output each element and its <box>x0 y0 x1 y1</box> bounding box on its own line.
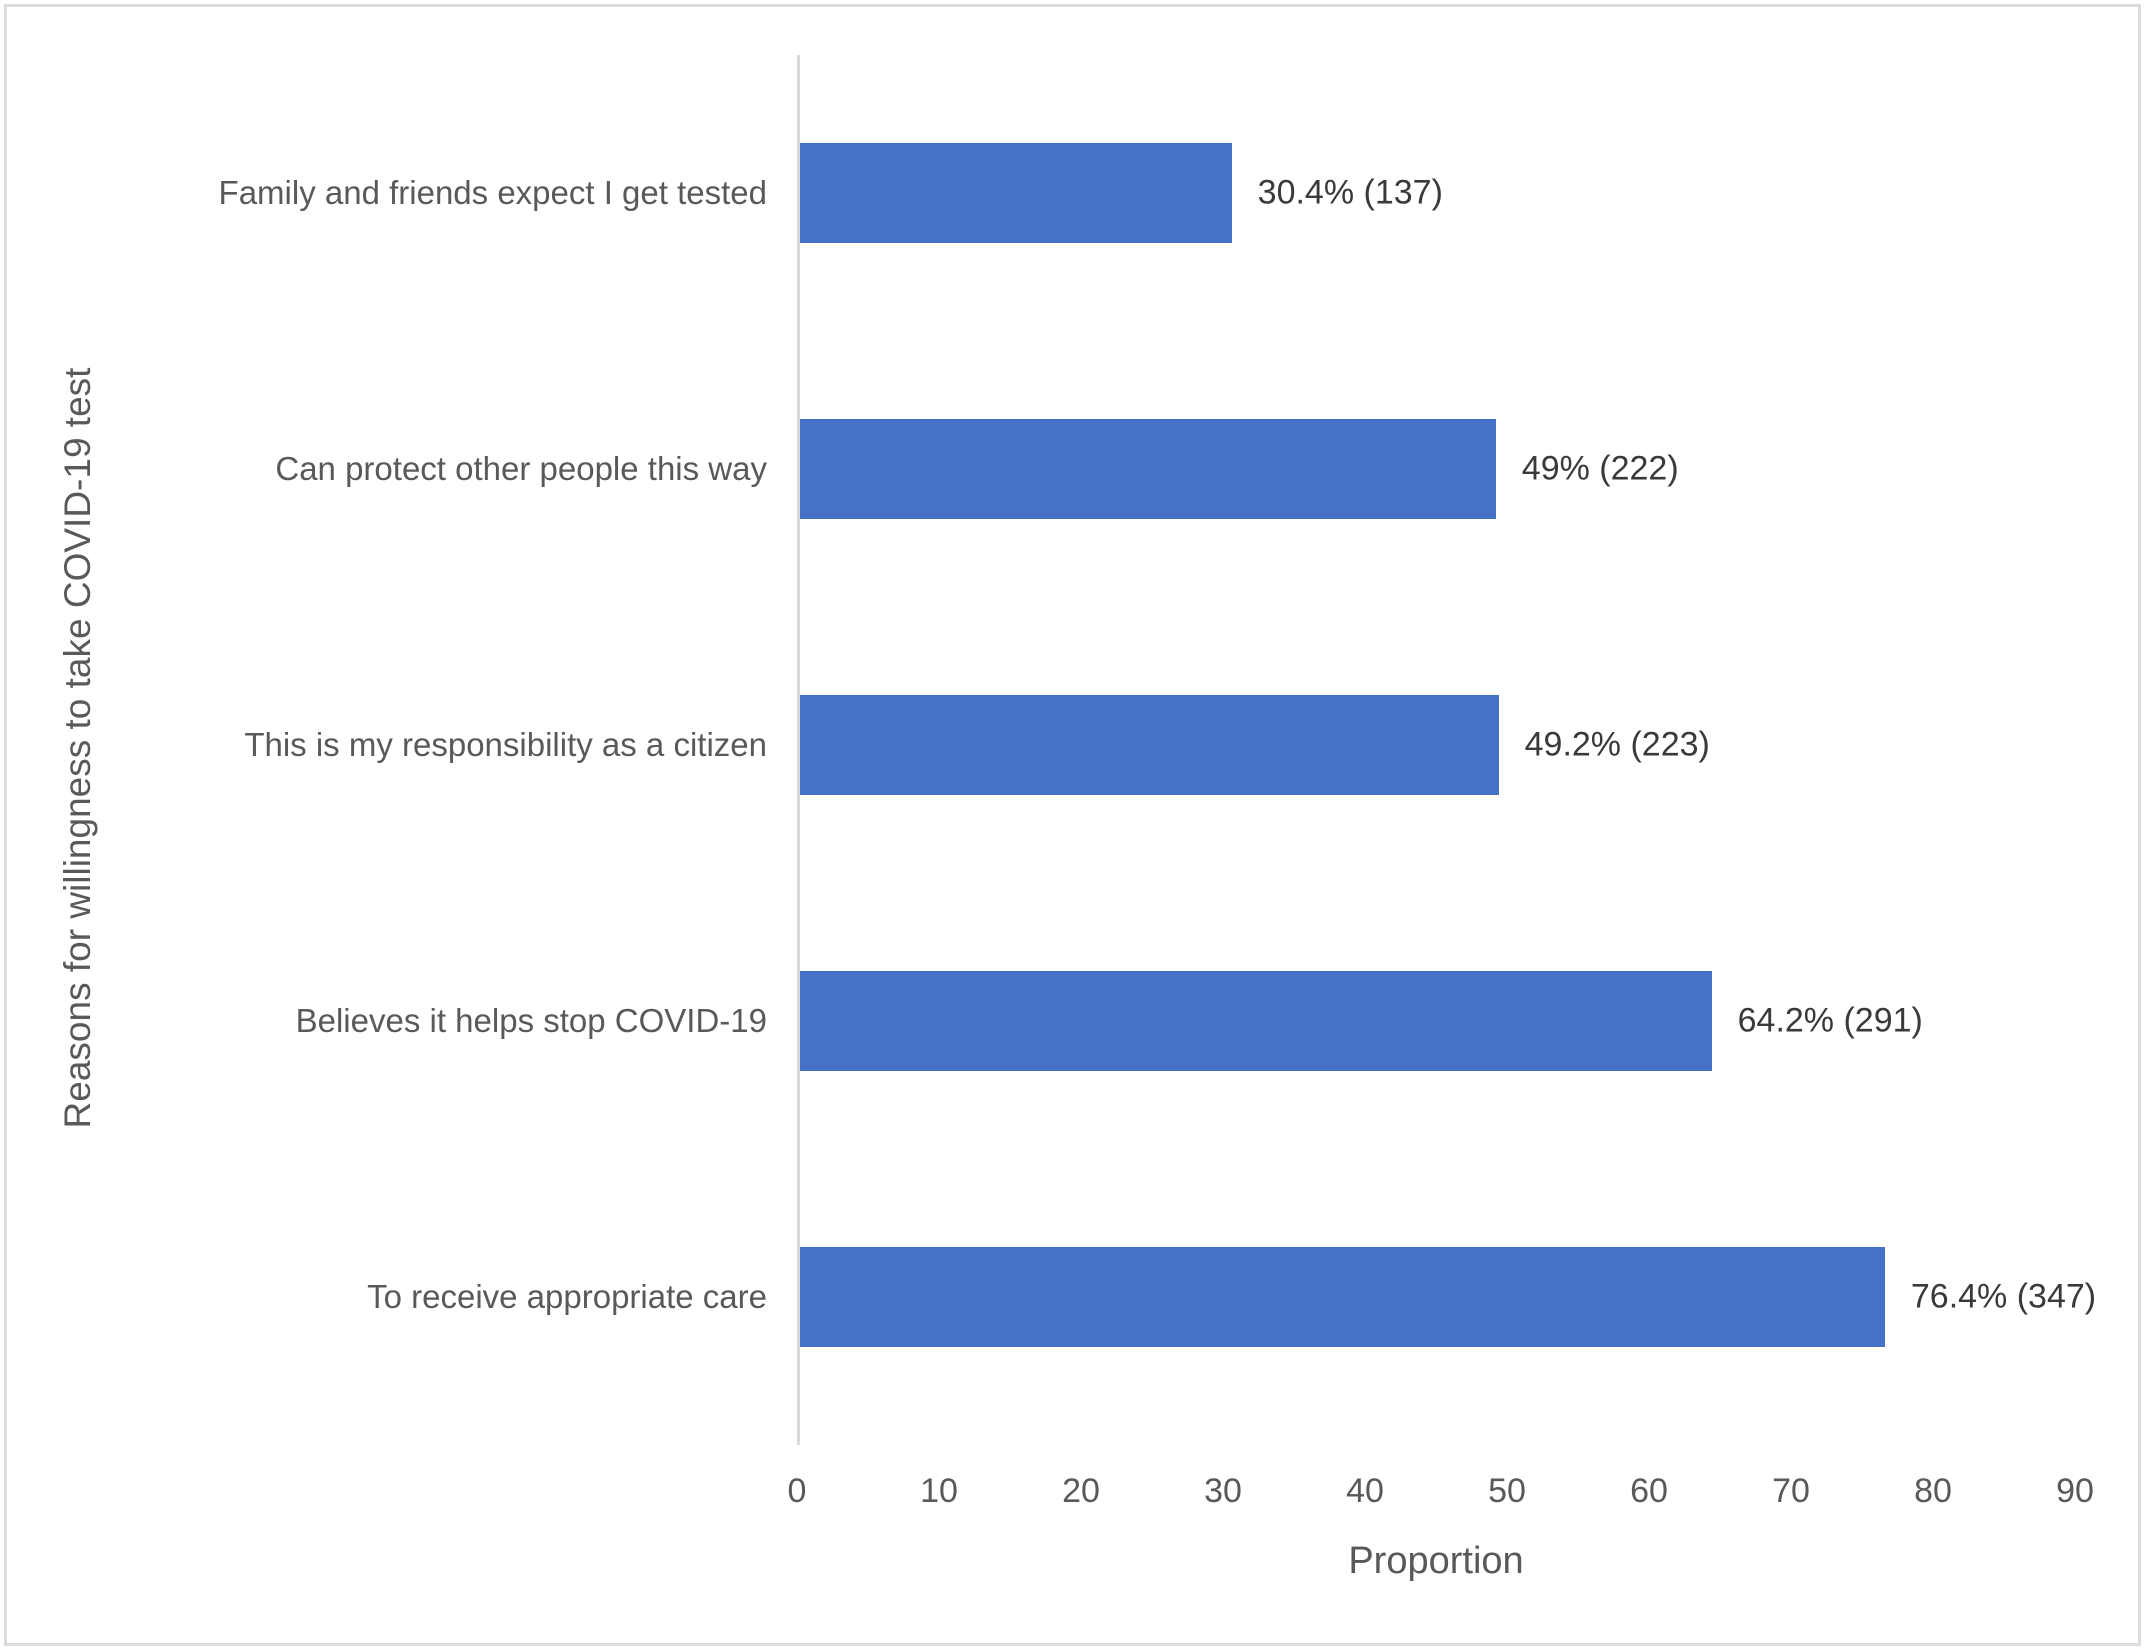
x-axis-ticks: 0 10 20 30 40 50 60 70 80 90 <box>788 1472 2094 1516</box>
bar: 30.4% (137) <box>800 143 1443 243</box>
bar-row: 49% (222) <box>800 331 2078 607</box>
x-axis-title: Proportion <box>1348 1540 1524 1582</box>
bar: 49.2% (223) <box>800 695 1710 795</box>
bar-row: 64.2% (291) <box>800 883 2078 1159</box>
x-tick-label: 0 <box>787 1472 807 1510</box>
bar-value-label: 49.2% (223) <box>1524 725 1710 764</box>
x-tick-label: 90 <box>2056 1472 2094 1510</box>
plot-area: 30.4% (137) 49% (222) 49.2% (223) 64.2% (29… <box>797 55 2096 1445</box>
x-tick-label: 70 <box>1772 1472 1810 1510</box>
category-axis: Family and friends expect I get tested Ca… <box>10 55 767 1435</box>
category-label: This is my responsibility as a citizen <box>244 726 767 764</box>
bar-value-label: 30.4% (137) <box>1257 173 1443 212</box>
bar-row: 76.4% (347) <box>800 1159 2096 1435</box>
x-tick-label: 50 <box>1488 1472 1526 1510</box>
x-tick-label: 60 <box>1630 1472 1668 1510</box>
bar-value-label: 49% (222) <box>1521 449 1679 488</box>
bar-row: 49.2% (223) <box>800 607 2078 883</box>
category-label: Can protect other people this way <box>275 450 767 488</box>
category-label: To receive appropriate care <box>367 1278 767 1316</box>
figure-border <box>4 4 2141 1646</box>
bar: 49% (222) <box>800 419 1679 519</box>
category-label: Family and friends expect I get tested <box>218 174 767 212</box>
x-tick-label: 20 <box>1062 1472 1100 1510</box>
x-tick-label: 40 <box>1346 1472 1384 1510</box>
bars-layer: 30.4% (137) 49% (222) 49.2% (223) 64.2% (29… <box>800 55 2096 1435</box>
bar-value-label: 64.2% (291) <box>1737 1001 1923 1040</box>
x-tick-label: 10 <box>920 1472 958 1510</box>
x-tick-label: 80 <box>1914 1472 1952 1510</box>
category-label: Believes it helps stop COVID-19 <box>295 1002 767 1040</box>
bar: 64.2% (291) <box>800 971 1923 1071</box>
x-tick-label: 30 <box>1204 1472 1242 1510</box>
bar: 76.4% (347) <box>800 1247 2096 1347</box>
bar-value-label: 76.4% (347) <box>1910 1277 2097 1316</box>
bar-row: 30.4% (137) <box>800 55 2078 331</box>
